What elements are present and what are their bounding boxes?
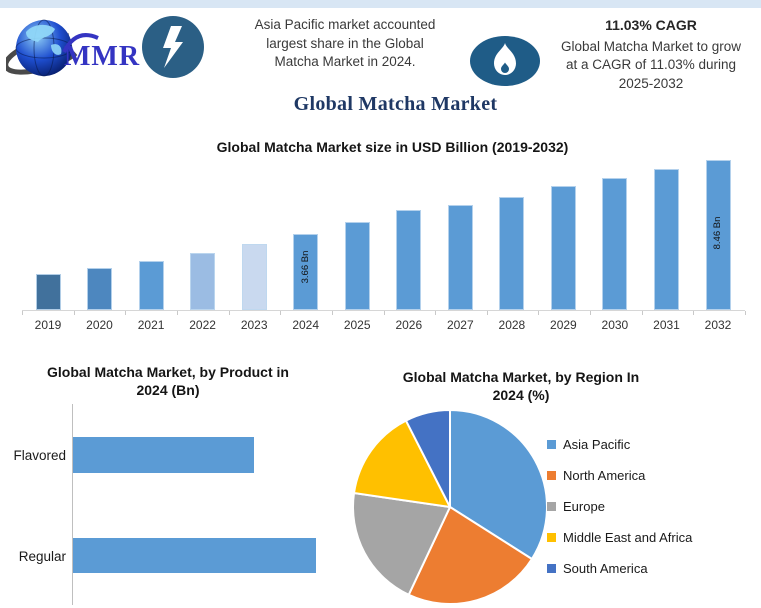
bar-2032 — [705, 160, 731, 310]
x-axis-label-2030: 2030 — [601, 318, 629, 332]
x-axis-line — [22, 310, 745, 311]
mmr-logo: MMR — [6, 19, 140, 77]
note-line: largest share in the Global — [266, 35, 424, 51]
legend-label: Asia Pacific — [563, 436, 631, 452]
bar-2020 — [87, 268, 112, 310]
x-axis-tick — [745, 311, 746, 315]
legend-label: Europe — [563, 498, 605, 514]
bar-2025 — [344, 222, 370, 310]
x-axis-label-2024: 2024 — [292, 318, 320, 332]
pie-slice-south-america — [404, 409, 451, 508]
x-axis-label-2027: 2027 — [446, 318, 474, 332]
bar-2030 — [602, 178, 628, 310]
bar-2027 — [447, 205, 473, 310]
legend-swatch — [547, 470, 556, 480]
region-pie-chart — [352, 409, 548, 605]
lightning-bolt-icon — [142, 16, 204, 78]
x-axis-tick — [641, 311, 643, 315]
x-axis-tick — [176, 311, 178, 315]
bar-2019 — [35, 274, 61, 310]
bar-value-label-2024: 3.66 Bn — [299, 250, 311, 284]
x-axis-label-2019: 2019 — [34, 318, 62, 332]
logo-text: MMR — [64, 41, 140, 72]
top-accent-strip — [0, 0, 761, 8]
x-axis-tick — [693, 311, 695, 315]
legend-swatch — [547, 501, 556, 511]
category-label-regular: Regular — [18, 549, 66, 564]
title-line: 2024 (%) — [492, 387, 550, 403]
bar-2029 — [550, 186, 576, 310]
x-axis-tick — [331, 311, 333, 315]
product-chart-title: Global Matcha Market, by Product in 2024… — [3, 363, 333, 399]
x-axis-tick — [125, 311, 127, 315]
region-chart-title: Global Matcha Market, by Region In 2024 … — [356, 368, 686, 404]
bar-2024 — [293, 234, 319, 310]
x-axis-label-2031: 2031 — [653, 318, 680, 332]
legend-swatch — [547, 439, 556, 449]
title-line: Global Matcha Market, by Region In — [402, 369, 640, 385]
legend-swatch — [547, 532, 556, 542]
cagr-note: 11.03% CAGR Global Matcha Market to grow… — [545, 16, 757, 93]
bar-2026 — [396, 210, 422, 310]
legend-label: Middle East and Africa — [563, 529, 693, 545]
bar-flavored — [73, 437, 254, 473]
note-line: 2025-2032 — [618, 75, 684, 91]
x-axis-label-2022: 2022 — [189, 318, 216, 332]
note-line: at a CAGR of 11.03% during — [565, 57, 737, 72]
x-axis-label-2029: 2029 — [550, 318, 577, 332]
x-axis-tick — [22, 311, 23, 315]
asia-pacific-note: Asia Pacific market accounted largest sh… — [225, 16, 465, 72]
x-axis-tick — [280, 311, 282, 315]
category-label-flavored: Flavored — [13, 448, 66, 463]
legend-swatch — [547, 563, 556, 573]
x-axis-tick — [383, 311, 385, 315]
x-axis-label-2032: 2032 — [704, 318, 732, 332]
x-axis-label-2020: 2020 — [86, 318, 113, 332]
title-line: Global Matcha Market, by Product in — [47, 364, 289, 380]
note-line: Matcha Market in 2024. — [274, 54, 416, 69]
note-line: Global Matcha Market to grow — [560, 38, 742, 54]
legend-item-europe: Europe — [547, 496, 605, 516]
legend-item-middle-east-and-africa: Middle East and Africa — [547, 527, 692, 547]
x-axis-tick — [590, 311, 592, 315]
pie-slice-europe — [352, 492, 451, 596]
bar-value-label-2032: 8.46 Bn — [712, 216, 723, 250]
bar-2031 — [654, 169, 679, 310]
product-y-axis-line — [72, 404, 73, 605]
x-axis-label-2023: 2023 — [240, 318, 268, 332]
x-axis-label-2028: 2028 — [498, 318, 526, 332]
x-axis-tick — [435, 311, 437, 315]
x-axis-label-2025: 2025 — [343, 318, 371, 332]
x-axis-label-2026: 2026 — [395, 318, 423, 332]
pie-slice-middle-east-and-africa — [353, 419, 451, 508]
legend-item-south-america: South America — [547, 558, 648, 578]
bar-2022 — [190, 253, 216, 310]
bar-regular — [73, 538, 316, 573]
market-size-chart-title: Global Matcha Market size in USD Billion… — [216, 139, 569, 155]
page-title: Global Matcha Market — [293, 93, 498, 115]
x-axis-tick — [486, 311, 488, 315]
legend-label: South America — [563, 560, 648, 576]
bar-2021 — [138, 261, 164, 310]
flame-icon — [470, 36, 540, 86]
x-axis-tick — [538, 311, 540, 315]
cagr-headline: 11.03% CAGR — [605, 17, 697, 33]
title-line: 2024 (Bn) — [136, 382, 200, 398]
legend-item-asia-pacific: Asia Pacific — [547, 434, 630, 454]
globe-logo-icon — [6, 19, 99, 77]
legend-item-north-america: North America — [547, 465, 645, 485]
legend-label: North America — [563, 467, 646, 483]
x-axis-tick — [228, 311, 230, 315]
note-line: Asia Pacific market accounted — [254, 17, 436, 32]
x-axis-tick — [73, 311, 75, 315]
x-axis-label-2021: 2021 — [137, 318, 165, 332]
bar-2028 — [499, 197, 525, 310]
bar-2023 — [241, 244, 267, 310]
